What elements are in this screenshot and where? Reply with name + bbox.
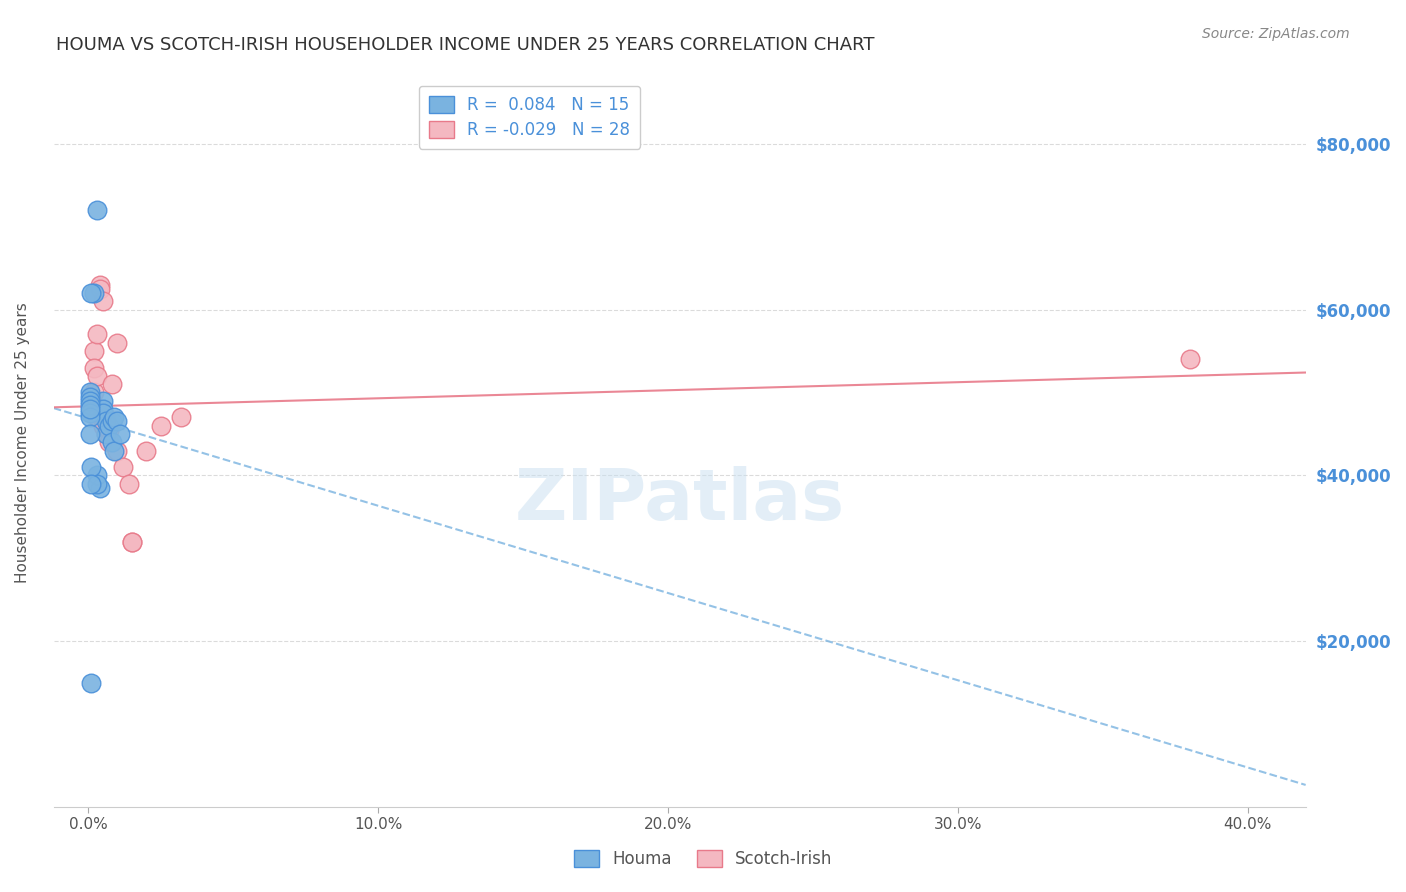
Point — [86, 203, 108, 218]
Point — [83, 344, 105, 359]
Point — [100, 435, 122, 450]
Point — [79, 402, 101, 417]
Point — [86, 410, 108, 425]
Point — [86, 476, 108, 491]
Legend: R =  0.084   N = 15, R = -0.029   N = 28: R = 0.084 N = 15, R = -0.029 N = 28 — [419, 86, 640, 149]
Y-axis label: Householder Income Under 25 years: Householder Income Under 25 years — [15, 301, 30, 582]
Point — [103, 410, 125, 425]
Point — [121, 534, 143, 549]
Point — [1178, 352, 1201, 367]
Point — [91, 402, 114, 417]
Point — [135, 443, 157, 458]
Point — [79, 393, 101, 408]
Point — [121, 534, 143, 549]
Point — [79, 390, 101, 404]
Point — [97, 435, 120, 450]
Point — [79, 398, 101, 412]
Point — [80, 393, 103, 408]
Point — [80, 460, 103, 475]
Legend: Houma, Scotch-Irish: Houma, Scotch-Irish — [567, 843, 839, 875]
Point — [118, 476, 141, 491]
Point — [89, 277, 111, 292]
Point — [105, 335, 128, 350]
Point — [80, 398, 103, 412]
Point — [80, 476, 103, 491]
Point — [94, 415, 117, 429]
Point — [91, 406, 114, 420]
Point — [100, 415, 122, 429]
Point — [86, 327, 108, 342]
Point — [170, 410, 193, 425]
Point — [105, 443, 128, 458]
Point — [91, 418, 114, 433]
Point — [86, 468, 108, 483]
Point — [94, 426, 117, 441]
Point — [110, 426, 132, 441]
Point — [83, 385, 105, 400]
Point — [83, 360, 105, 375]
Point — [112, 460, 135, 475]
Text: Source: ZipAtlas.com: Source: ZipAtlas.com — [1202, 27, 1350, 41]
Point — [86, 368, 108, 383]
Point — [91, 393, 114, 408]
Text: HOUMA VS SCOTCH-IRISH HOUSEHOLDER INCOME UNDER 25 YEARS CORRELATION CHART: HOUMA VS SCOTCH-IRISH HOUSEHOLDER INCOME… — [56, 36, 875, 54]
Point — [91, 294, 114, 309]
Point — [97, 418, 120, 433]
Point — [79, 406, 101, 420]
Point — [80, 285, 103, 300]
Point — [83, 285, 105, 300]
Point — [79, 426, 101, 441]
Point — [103, 443, 125, 458]
Point — [149, 418, 172, 433]
Text: ZIPatlas: ZIPatlas — [515, 467, 845, 535]
Point — [89, 282, 111, 296]
Point — [80, 390, 103, 404]
Point — [80, 675, 103, 690]
Point — [79, 410, 101, 425]
Point — [97, 423, 120, 437]
Point — [105, 415, 128, 429]
Point — [100, 377, 122, 392]
Point — [79, 385, 101, 400]
Point — [94, 426, 117, 441]
Point — [94, 410, 117, 425]
Point — [89, 481, 111, 495]
